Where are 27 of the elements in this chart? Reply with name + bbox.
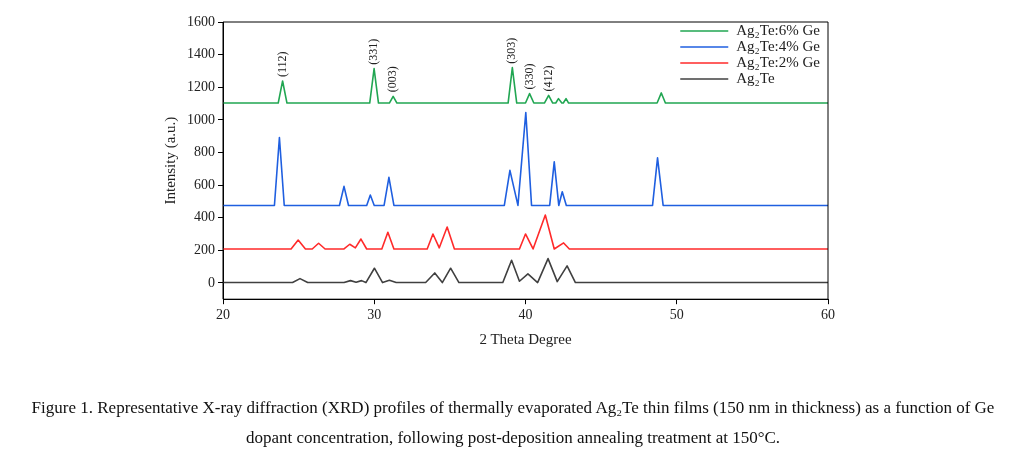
y-tick-label: 600 [194, 176, 215, 192]
y-tick-label: 1600 [187, 13, 215, 29]
legend-label: Ag₂Te:2% Ge [736, 53, 821, 70]
y-tick-label: 1000 [187, 111, 215, 127]
annotation: (003) [385, 66, 400, 93]
x-axis-title: 2 Theta Degree [479, 330, 572, 347]
legend-label: Ag₂Te:4% Ge [736, 37, 821, 54]
x-tick-label: 40 [518, 307, 533, 323]
y-tick-label: 0 [208, 274, 215, 290]
legend-label: Ag₂Te:6% Ge [736, 21, 821, 38]
y-tick-label: 1200 [187, 78, 215, 94]
legend-label: Ag₂Te [736, 69, 775, 86]
caption: Figure 1. Representative X-ray diffraction (XRD) profiles of thermally evaporated Ag₂Te thin films (150 nm in thickness) as a function of Ge dopant concentration, following post-deposition annealing treatment at 150°C. [30, 397, 996, 449]
x-tick-label: 50 [669, 307, 684, 323]
annotation: (112) [274, 51, 289, 78]
y-tick-label: 800 [194, 144, 215, 160]
annotation: (412) [540, 65, 555, 92]
y-tick-label: 400 [194, 209, 215, 225]
x-tick-label: 60 [821, 307, 835, 323]
x-tick-label: 30 [367, 307, 382, 323]
annotation: (303) [504, 37, 519, 64]
y-tick-label: 1400 [187, 46, 215, 62]
annotation: (331) [366, 38, 381, 65]
annotation: (330) [521, 63, 536, 90]
x-tick-label: 20 [216, 307, 230, 323]
y-axis-title: Intensity (a.u.) [161, 116, 179, 205]
y-tick-label: 200 [194, 241, 215, 257]
